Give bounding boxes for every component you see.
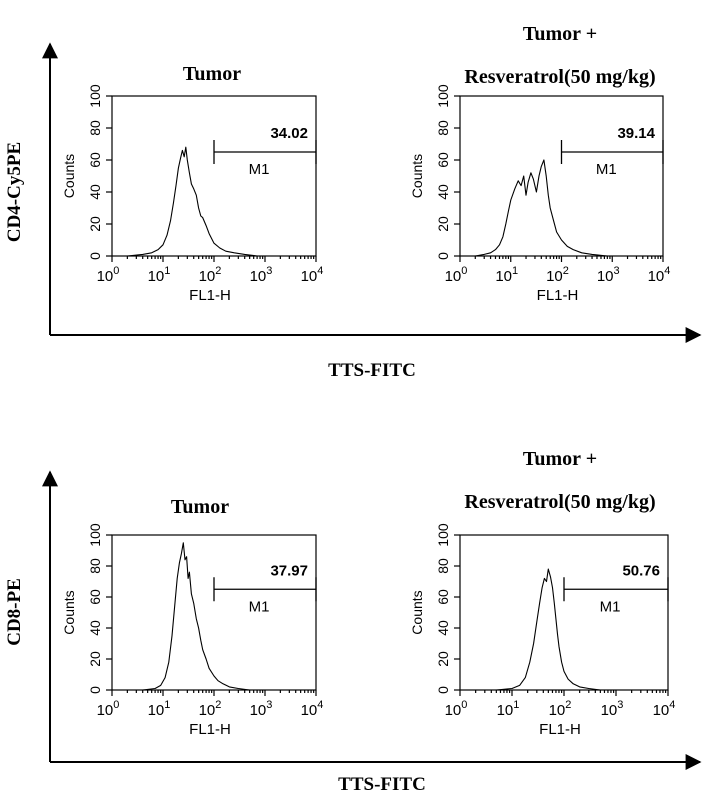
panel-1-x-tick-label: 104	[301, 265, 324, 285]
panel-1-y-tick-label: 40	[87, 184, 103, 200]
panel-2-y-axis-title: Counts	[409, 154, 425, 198]
panel-4-plot-frame	[459, 534, 669, 691]
panel-2-y-tick-label: 20	[435, 216, 451, 232]
panel-3-title: Tumor	[171, 496, 229, 518]
bottom-group-x-label: TTS-FITC	[338, 774, 426, 795]
top-group-y-label: CD4-Cy5PE	[4, 142, 25, 242]
panel-4-y-tick-label: 80	[435, 558, 451, 574]
panel-2-y-tick-label: 60	[435, 152, 451, 168]
panel-1-x-axis-title: FL1-H	[189, 287, 231, 304]
panel-2-x-tick-label: 104	[648, 265, 671, 285]
panel-3-histogram-trace	[112, 542, 316, 691]
panel-1-y-tick-label: 60	[87, 152, 103, 168]
panel-4-title: Tumor +	[523, 448, 597, 470]
panel-2-gate-percent: 39.14	[617, 125, 655, 142]
panel-2-x-tick-label: 103	[597, 265, 620, 285]
panel-3-gate-label: M1	[249, 598, 270, 615]
panel-1-gate-percent: 34.02	[270, 125, 308, 142]
panel-3-x-axis-title: FL1-H	[189, 721, 231, 738]
panel-1-y-tick-label: 100	[87, 84, 103, 108]
panel-1-y-axis-title: Counts	[61, 154, 77, 198]
panel-3-x-tick-label: 101	[148, 699, 171, 719]
histogram-panel-1: 0 20 40 60 80 100 Counts 100 101 102 103 104 FL1-H 34…	[61, 84, 323, 304]
panel-1-plot-frame	[111, 95, 317, 257]
panel-2-y-tick-label: 80	[435, 120, 451, 136]
panel-4-subtitle: Resveratrol(50 mg/kg)	[464, 491, 655, 513]
panel-3-y-tick-label: 0	[87, 686, 103, 694]
panel-3-x-tick-label: 102	[199, 699, 222, 719]
panel-4-y-tick-label: 0	[435, 686, 451, 694]
panel-2-x-tick-label: 101	[495, 265, 518, 285]
panel-2-y-tick-label: 100	[435, 84, 451, 108]
panel-3-gate-percent: 37.97	[270, 562, 308, 579]
panel-2-gate-label: M1	[596, 161, 617, 178]
panel-4-histogram-trace	[460, 568, 668, 691]
histogram-panel-4: 0 20 40 60 80 100 Counts 100 101 102 103 104 FL1-H 50…	[409, 523, 675, 738]
panel-4-y-axis-title: Counts	[409, 590, 425, 634]
panel-2-title: Tumor +	[523, 23, 597, 45]
panel-4-x-tick-label: 100	[445, 699, 468, 719]
panel-2-y-tick-label: 40	[435, 184, 451, 200]
histogram-panel-2: 0 20 40 60 80 100 Counts 100 101 102 103 104 FL1-H 39…	[409, 84, 670, 304]
panel-4-y-tick-label: 20	[435, 651, 451, 667]
panel-3-x-tick-label: 100	[97, 699, 120, 719]
panel-1-y-tick-label: 0	[87, 252, 103, 260]
top-group-x-label: TTS-FITC	[328, 360, 416, 381]
panel-1-x-tick-label: 102	[199, 265, 222, 285]
panel-1-gate-label: M1	[249, 161, 270, 178]
panel-3-plot-frame	[111, 534, 317, 691]
panel-2-x-tick-label: 102	[546, 265, 569, 285]
panel-4-y-tick-label: 60	[435, 589, 451, 605]
panel-4-gate-label: M1	[600, 598, 621, 615]
panel-4-x-tick-label: 102	[549, 699, 572, 719]
panel-4-x-tick-label: 101	[497, 699, 520, 719]
panel-1-x-tick-label: 100	[97, 265, 120, 285]
panel-4-y-tick-label: 100	[435, 523, 451, 547]
panel-4-x-axis-title: FL1-H	[539, 721, 581, 738]
panel-3-y-tick-label: 20	[87, 651, 103, 667]
panel-1-title: Tumor	[183, 63, 241, 85]
panel-1-histogram-trace	[112, 146, 316, 257]
panel-4-gate-percent: 50.76	[622, 562, 660, 579]
panel-3-y-tick-label: 80	[87, 558, 103, 574]
panel-1-y-tick-label: 80	[87, 120, 103, 136]
panel-2-x-tick-label: 100	[445, 265, 468, 285]
panel-3-x-tick-label: 103	[250, 699, 273, 719]
panel-4-x-tick-label: 104	[653, 699, 676, 719]
panel-2-histogram-trace	[460, 159, 663, 257]
panel-2-plot-frame	[459, 95, 664, 257]
panel-4-x-tick-label: 103	[601, 699, 624, 719]
panel-4-y-tick-label: 40	[435, 620, 451, 636]
panel-2-x-axis-title: FL1-H	[537, 287, 579, 304]
histogram-panel-3: 0 20 40 60 80 100 Counts 100 101 102 103 104 FL1-H 37…	[61, 523, 323, 738]
bottom-group-frame: CD8-PE TTS-FITC	[4, 470, 702, 795]
panel-2-y-tick-label: 0	[435, 252, 451, 260]
panel-1-x-tick-label: 103	[250, 265, 273, 285]
panel-1-y-tick-label: 20	[87, 216, 103, 232]
panel-3-x-tick-label: 104	[301, 699, 324, 719]
panel-3-y-tick-label: 100	[87, 523, 103, 547]
top-group-frame: CD4-Cy5PE TTS-FITC	[4, 42, 702, 381]
bottom-group-y-label: CD8-PE	[4, 578, 25, 646]
panel-3-y-tick-label: 40	[87, 620, 103, 636]
panel-1-x-tick-label: 101	[148, 265, 171, 285]
panel-2-subtitle: Resveratrol(50 mg/kg)	[464, 66, 655, 88]
panel-3-y-tick-label: 60	[87, 589, 103, 605]
panel-3-y-axis-title: Counts	[61, 590, 77, 634]
